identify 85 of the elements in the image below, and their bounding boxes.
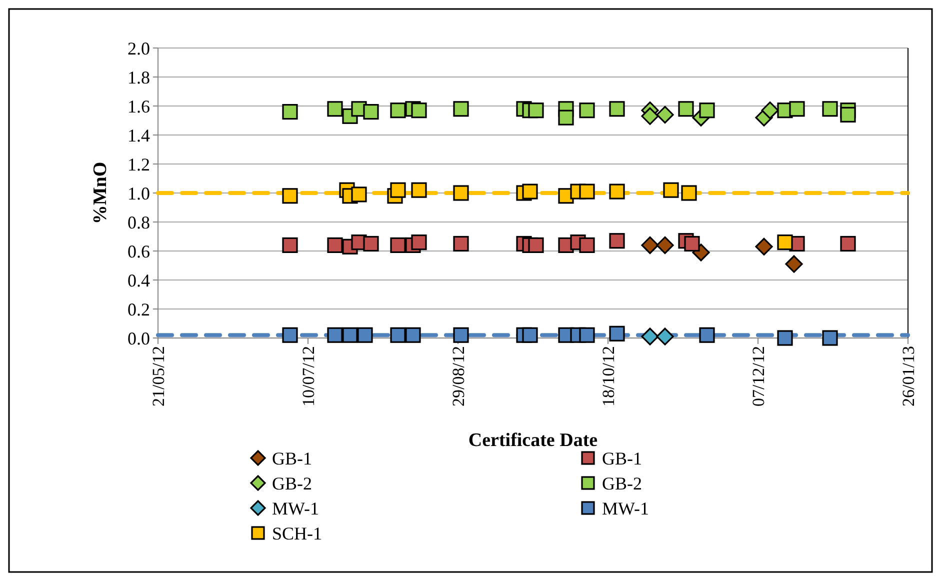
legend-label: GB-2 xyxy=(272,473,312,494)
point xyxy=(609,184,625,200)
point xyxy=(390,102,406,118)
point xyxy=(785,255,803,273)
point xyxy=(522,184,538,200)
y-tick-label: 1.8 xyxy=(128,67,150,88)
point xyxy=(282,237,298,253)
point xyxy=(609,233,625,249)
point xyxy=(761,102,779,120)
point xyxy=(411,102,427,118)
y-axis-title: %MnO xyxy=(90,162,111,224)
y-tick-label: 1.4 xyxy=(128,125,150,146)
point xyxy=(656,106,674,124)
point xyxy=(327,237,343,253)
x-tick-label: 07/12/12 xyxy=(748,346,768,406)
point xyxy=(528,102,544,118)
x-tick-label: 26/01/13 xyxy=(898,346,918,406)
point xyxy=(411,234,427,250)
point xyxy=(777,330,793,346)
point xyxy=(357,327,373,343)
point xyxy=(363,236,379,252)
y-tick-label: 1.0 xyxy=(128,183,150,204)
point xyxy=(390,237,406,253)
point xyxy=(609,101,625,117)
point xyxy=(681,185,697,201)
point xyxy=(822,330,838,346)
y-tick-label: 0.2 xyxy=(128,299,150,320)
point xyxy=(641,328,659,346)
point xyxy=(282,188,298,204)
point xyxy=(789,101,805,117)
point xyxy=(699,102,715,118)
point xyxy=(684,236,700,252)
point xyxy=(282,104,298,120)
point xyxy=(390,182,406,198)
point xyxy=(656,328,674,346)
y-tick-label: 0.0 xyxy=(128,328,150,348)
y-tick-label: 2.0 xyxy=(128,38,150,58)
point xyxy=(641,107,659,125)
point xyxy=(558,110,574,126)
point xyxy=(641,236,659,254)
point xyxy=(282,327,298,343)
point xyxy=(663,182,679,198)
legend-label: GB-1 xyxy=(272,448,312,468)
y-tick-label: 0.4 xyxy=(128,270,150,290)
point xyxy=(840,236,856,252)
point xyxy=(528,237,544,253)
point xyxy=(405,327,421,343)
point xyxy=(579,237,595,253)
point xyxy=(327,327,343,343)
y-tick-label: 1.6 xyxy=(128,96,150,116)
point xyxy=(351,186,367,202)
point xyxy=(453,236,469,252)
x-tick-label: 21/05/12 xyxy=(148,346,168,406)
x-tick-label: 10/07/12 xyxy=(298,346,318,406)
point xyxy=(342,327,358,343)
legend-label: MW-1 xyxy=(272,498,319,518)
point xyxy=(699,327,715,343)
point xyxy=(777,234,793,250)
point xyxy=(579,327,595,343)
y-tick-label: 0.6 xyxy=(128,241,150,262)
point xyxy=(390,327,406,343)
point xyxy=(453,101,469,117)
y-tick-label: 1.2 xyxy=(128,154,150,174)
x-tick-label: 29/08/12 xyxy=(448,346,468,406)
legend-label: MW-1 xyxy=(602,498,649,518)
point xyxy=(579,102,595,118)
point xyxy=(840,106,856,122)
legend-label: GB-2 xyxy=(602,473,642,494)
point xyxy=(453,327,469,343)
point xyxy=(453,185,469,201)
x-tick-label: 18/10/12 xyxy=(598,346,618,406)
point xyxy=(755,238,773,256)
point xyxy=(327,101,343,117)
legend-label: SCH-1 xyxy=(272,523,322,544)
point xyxy=(822,101,838,117)
legend-label: GB-1 xyxy=(602,448,642,468)
point xyxy=(522,327,538,343)
y-tick-label: 0.8 xyxy=(128,212,150,232)
point xyxy=(656,236,674,254)
point xyxy=(678,101,694,117)
x-axis-title: Certificate Date xyxy=(468,430,598,451)
point xyxy=(411,182,427,198)
point xyxy=(609,326,625,342)
point xyxy=(579,184,595,200)
point xyxy=(363,104,379,120)
